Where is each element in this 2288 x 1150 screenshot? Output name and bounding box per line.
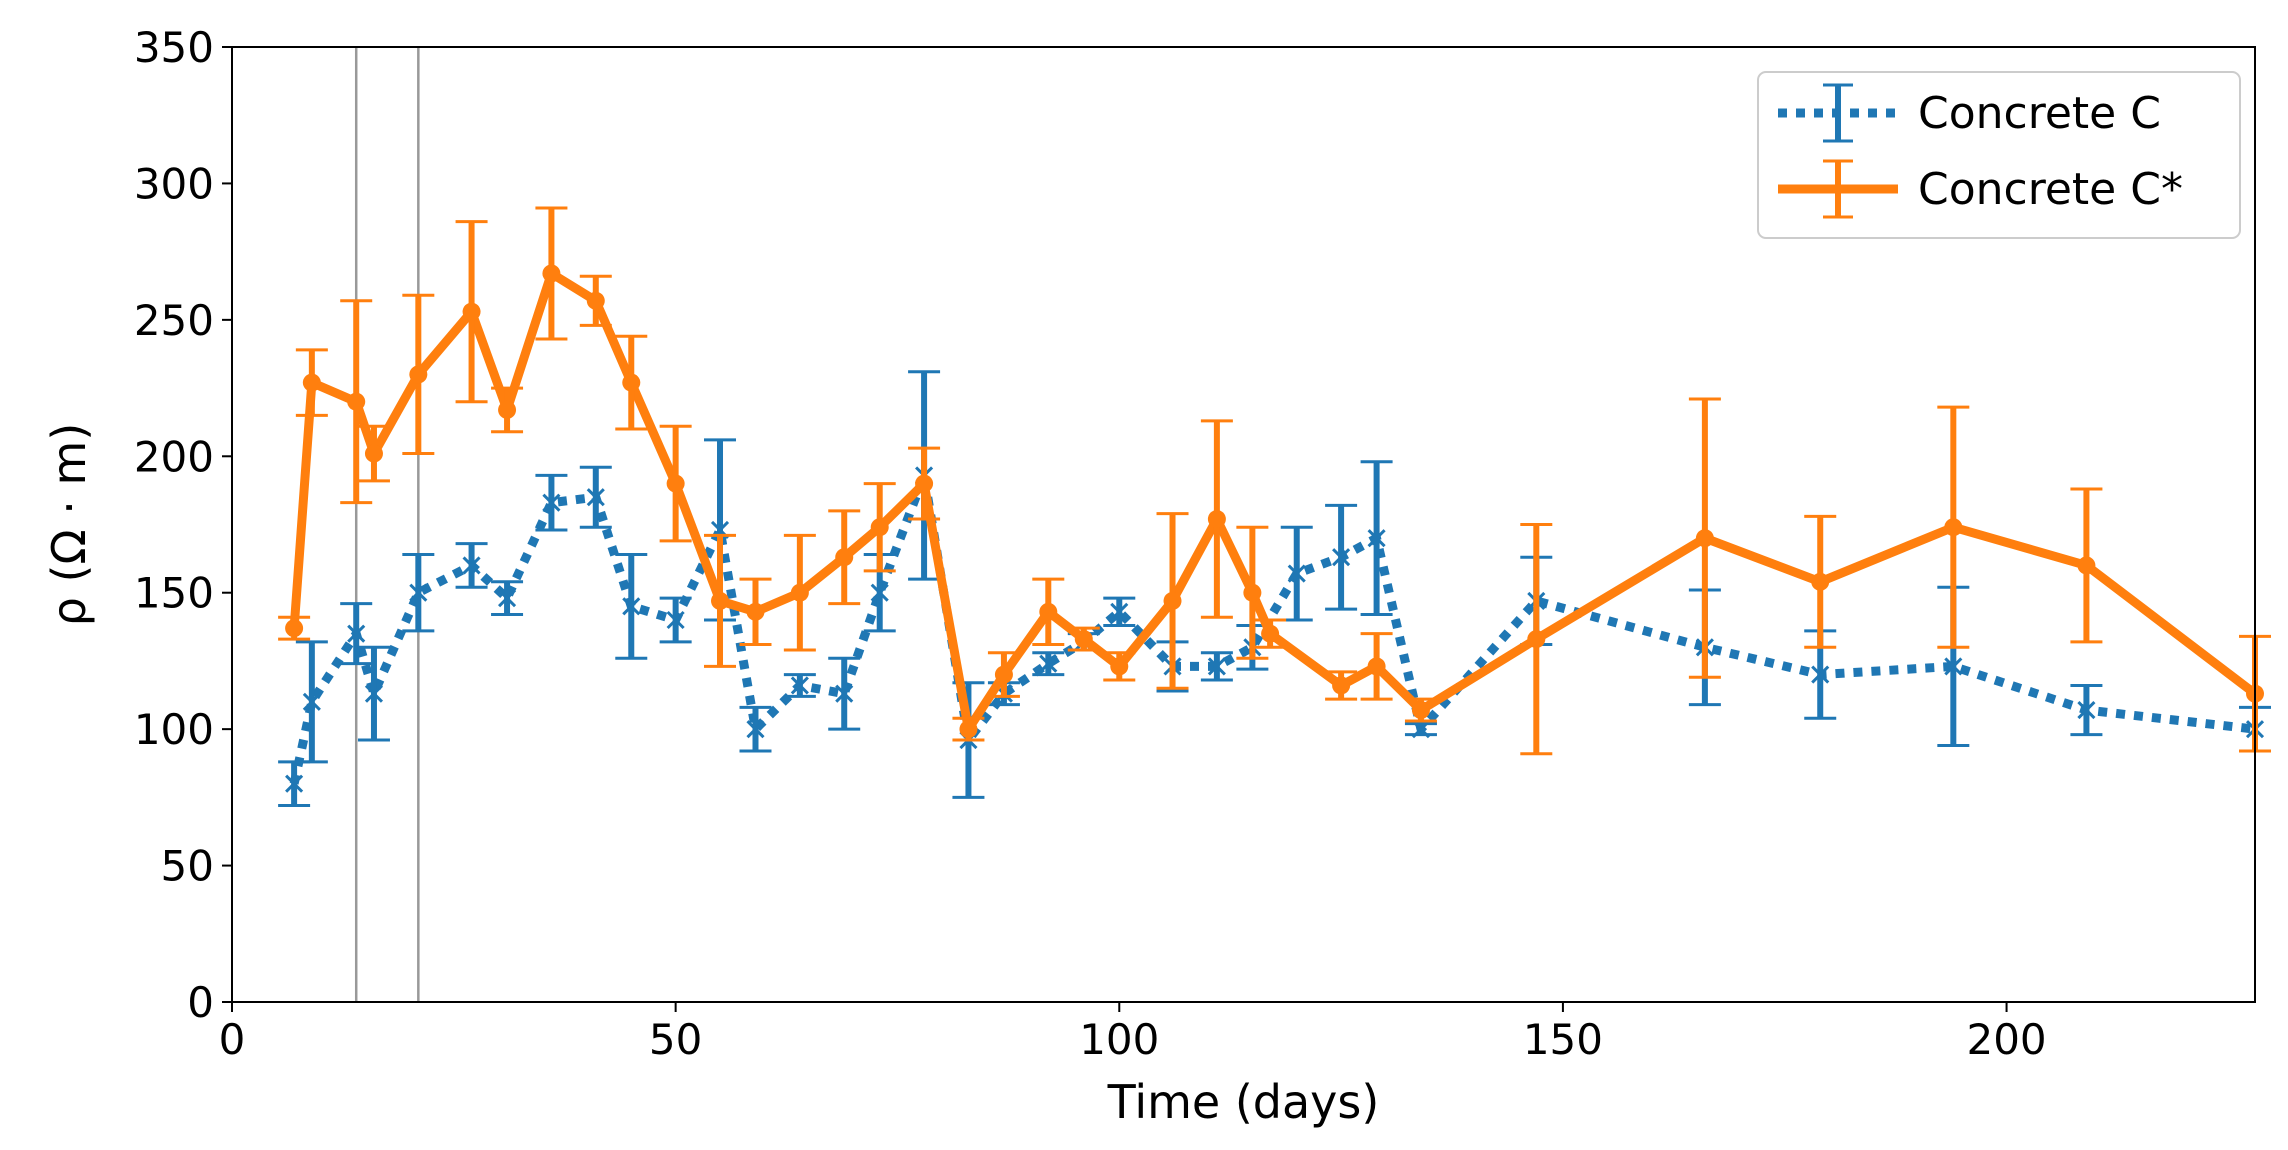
data-point [1944, 657, 1963, 676]
data-point [542, 493, 561, 512]
y-tick-label: 150 [134, 569, 214, 618]
data-point [1332, 676, 1351, 695]
y-axis-title: ρ (Ω · m) [42, 423, 96, 627]
legend-entries: Concrete C Concrete C* [1778, 83, 2183, 219]
data-point [498, 400, 517, 419]
data-point [1811, 572, 1830, 591]
data-point [2077, 700, 2096, 720]
data-point [2077, 556, 2096, 575]
data-point [1207, 657, 1226, 676]
data-point [462, 556, 481, 575]
data-point [959, 720, 978, 739]
x-tick-label: 0 [219, 1015, 246, 1064]
reference-vlines [354, 47, 420, 1002]
data-point [746, 720, 765, 739]
data-point [586, 291, 605, 310]
x-tick-label: 150 [1523, 1015, 1603, 1064]
x-tick-label: 100 [1079, 1015, 1159, 1064]
data-point [364, 444, 383, 463]
data-point [622, 373, 641, 392]
y-tick-label: 250 [134, 296, 214, 345]
legend-box [1757, 71, 2241, 239]
data-point [666, 474, 685, 493]
data-point [586, 488, 605, 507]
data-point [1207, 510, 1226, 529]
data-point [285, 619, 304, 638]
legend-label: Concrete C [1918, 88, 2161, 139]
data-point [409, 583, 428, 602]
data-point [1110, 657, 1129, 676]
data-point [302, 373, 321, 392]
data-point [364, 684, 384, 703]
x-tick-label: 200 [1966, 1015, 2046, 1064]
data-point [711, 591, 730, 610]
data-point [870, 518, 889, 537]
data-point [915, 474, 934, 493]
data-point [746, 602, 765, 621]
data-point [1110, 602, 1129, 621]
data-point [790, 583, 809, 602]
data-point [1367, 529, 1386, 548]
data-point [1944, 518, 1963, 537]
data-point [285, 774, 304, 793]
data-point [1261, 624, 1280, 643]
legend-entry: Concrete C* [1778, 159, 2183, 219]
data-point [1243, 583, 1262, 602]
data-point [835, 548, 854, 567]
data-point [497, 589, 517, 608]
data-point [1039, 602, 1058, 621]
data-point [409, 365, 428, 384]
series-concrete-c [278, 370, 2271, 808]
data-point [835, 684, 854, 703]
series-layer [278, 206, 2271, 808]
data-point [302, 692, 321, 711]
data-point [790, 676, 809, 695]
y-tick-label: 200 [134, 432, 214, 481]
data-point [542, 264, 561, 283]
axes: 0 50 100 150 200 0 50 100 150 200 250 300 350 [134, 23, 2047, 1064]
y-tick-label: 300 [134, 159, 214, 208]
x-tick-label: 50 [649, 1015, 702, 1064]
data-point [1411, 720, 1431, 739]
data-point [1811, 665, 1830, 684]
legend-entry: Concrete C [1778, 83, 2161, 143]
y-tick-label: 0 [187, 978, 214, 1027]
data-point [1695, 529, 1714, 548]
data-point [1411, 701, 1430, 720]
data-point [1039, 654, 1058, 673]
data-point [994, 665, 1013, 684]
data-point [622, 597, 641, 616]
plot-frame [231, 46, 2256, 1003]
data-point [347, 392, 366, 411]
data-point [870, 583, 889, 602]
y-tick-label: 350 [134, 23, 214, 72]
data-point [1074, 630, 1093, 649]
y-tick-label: 100 [134, 705, 214, 754]
legend: Concrete C Concrete C* [1757, 71, 2241, 239]
x-axis-title: Time (days) [1107, 1075, 1380, 1129]
y-tick-label: 50 [161, 842, 214, 891]
data-point [1287, 564, 1306, 583]
data-point [1332, 548, 1351, 567]
data-point [347, 624, 366, 643]
legend-label: Concrete C* [1918, 164, 2183, 215]
data-point [1367, 657, 1386, 676]
series-concrete-c-star [278, 206, 2271, 756]
data-point [666, 610, 685, 630]
data-point [462, 302, 481, 321]
data-point [1527, 630, 1546, 649]
data-point [1163, 591, 1182, 610]
